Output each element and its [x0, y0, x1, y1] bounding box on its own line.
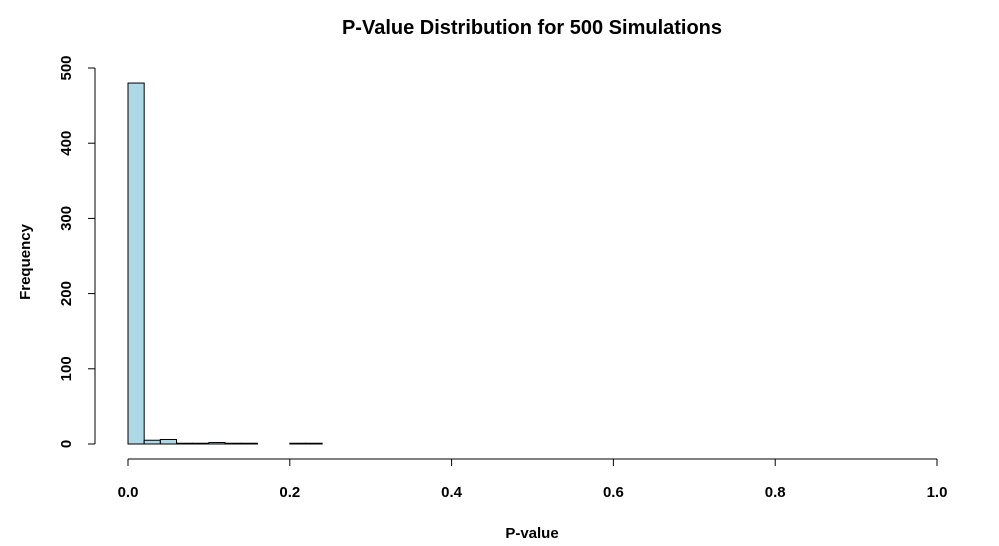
y-tick-label-1: 100 — [58, 356, 75, 381]
y-tick-label-4: 400 — [58, 131, 75, 156]
y-axis-label: Frequency — [17, 223, 34, 300]
x-axis-label: P-value — [505, 525, 558, 542]
y-tick-label-2: 200 — [58, 281, 75, 306]
x-tick-label-5: 1.0 — [927, 484, 948, 501]
histogram-bar-3 — [176, 442, 194, 445]
y-axis: 0 100 200 300 400 500 — [58, 55, 96, 448]
histogram-bar-11 — [305, 442, 323, 445]
x-tick-label-1: 0.2 — [279, 484, 300, 501]
x-tick-label-3: 0.6 — [603, 484, 624, 501]
y-tick-label-3: 300 — [58, 206, 75, 231]
histogram-bar-6 — [224, 442, 242, 445]
y-tick-label-0: 0 — [58, 440, 75, 448]
histogram-bar-7 — [240, 442, 258, 445]
histogram-bars — [127, 82, 323, 445]
x-tick-label-0: 0.0 — [118, 484, 139, 501]
histogram-bar-2 — [159, 438, 178, 445]
histogram-bar-4 — [192, 442, 210, 445]
y-tick-label-5: 500 — [58, 55, 75, 80]
histogram-bar-1 — [143, 439, 161, 445]
histogram-bar-0 — [127, 82, 145, 445]
x-tick-label-4: 0.8 — [765, 484, 786, 501]
chart-title: P-Value Distribution for 500 Simulations — [342, 17, 722, 39]
x-axis: 0.0 0.2 0.4 0.6 0.8 1.0 — [118, 458, 948, 501]
histogram-bar-5 — [208, 441, 226, 445]
histogram-bar-10 — [289, 442, 307, 445]
x-tick-label-2: 0.4 — [441, 484, 463, 501]
